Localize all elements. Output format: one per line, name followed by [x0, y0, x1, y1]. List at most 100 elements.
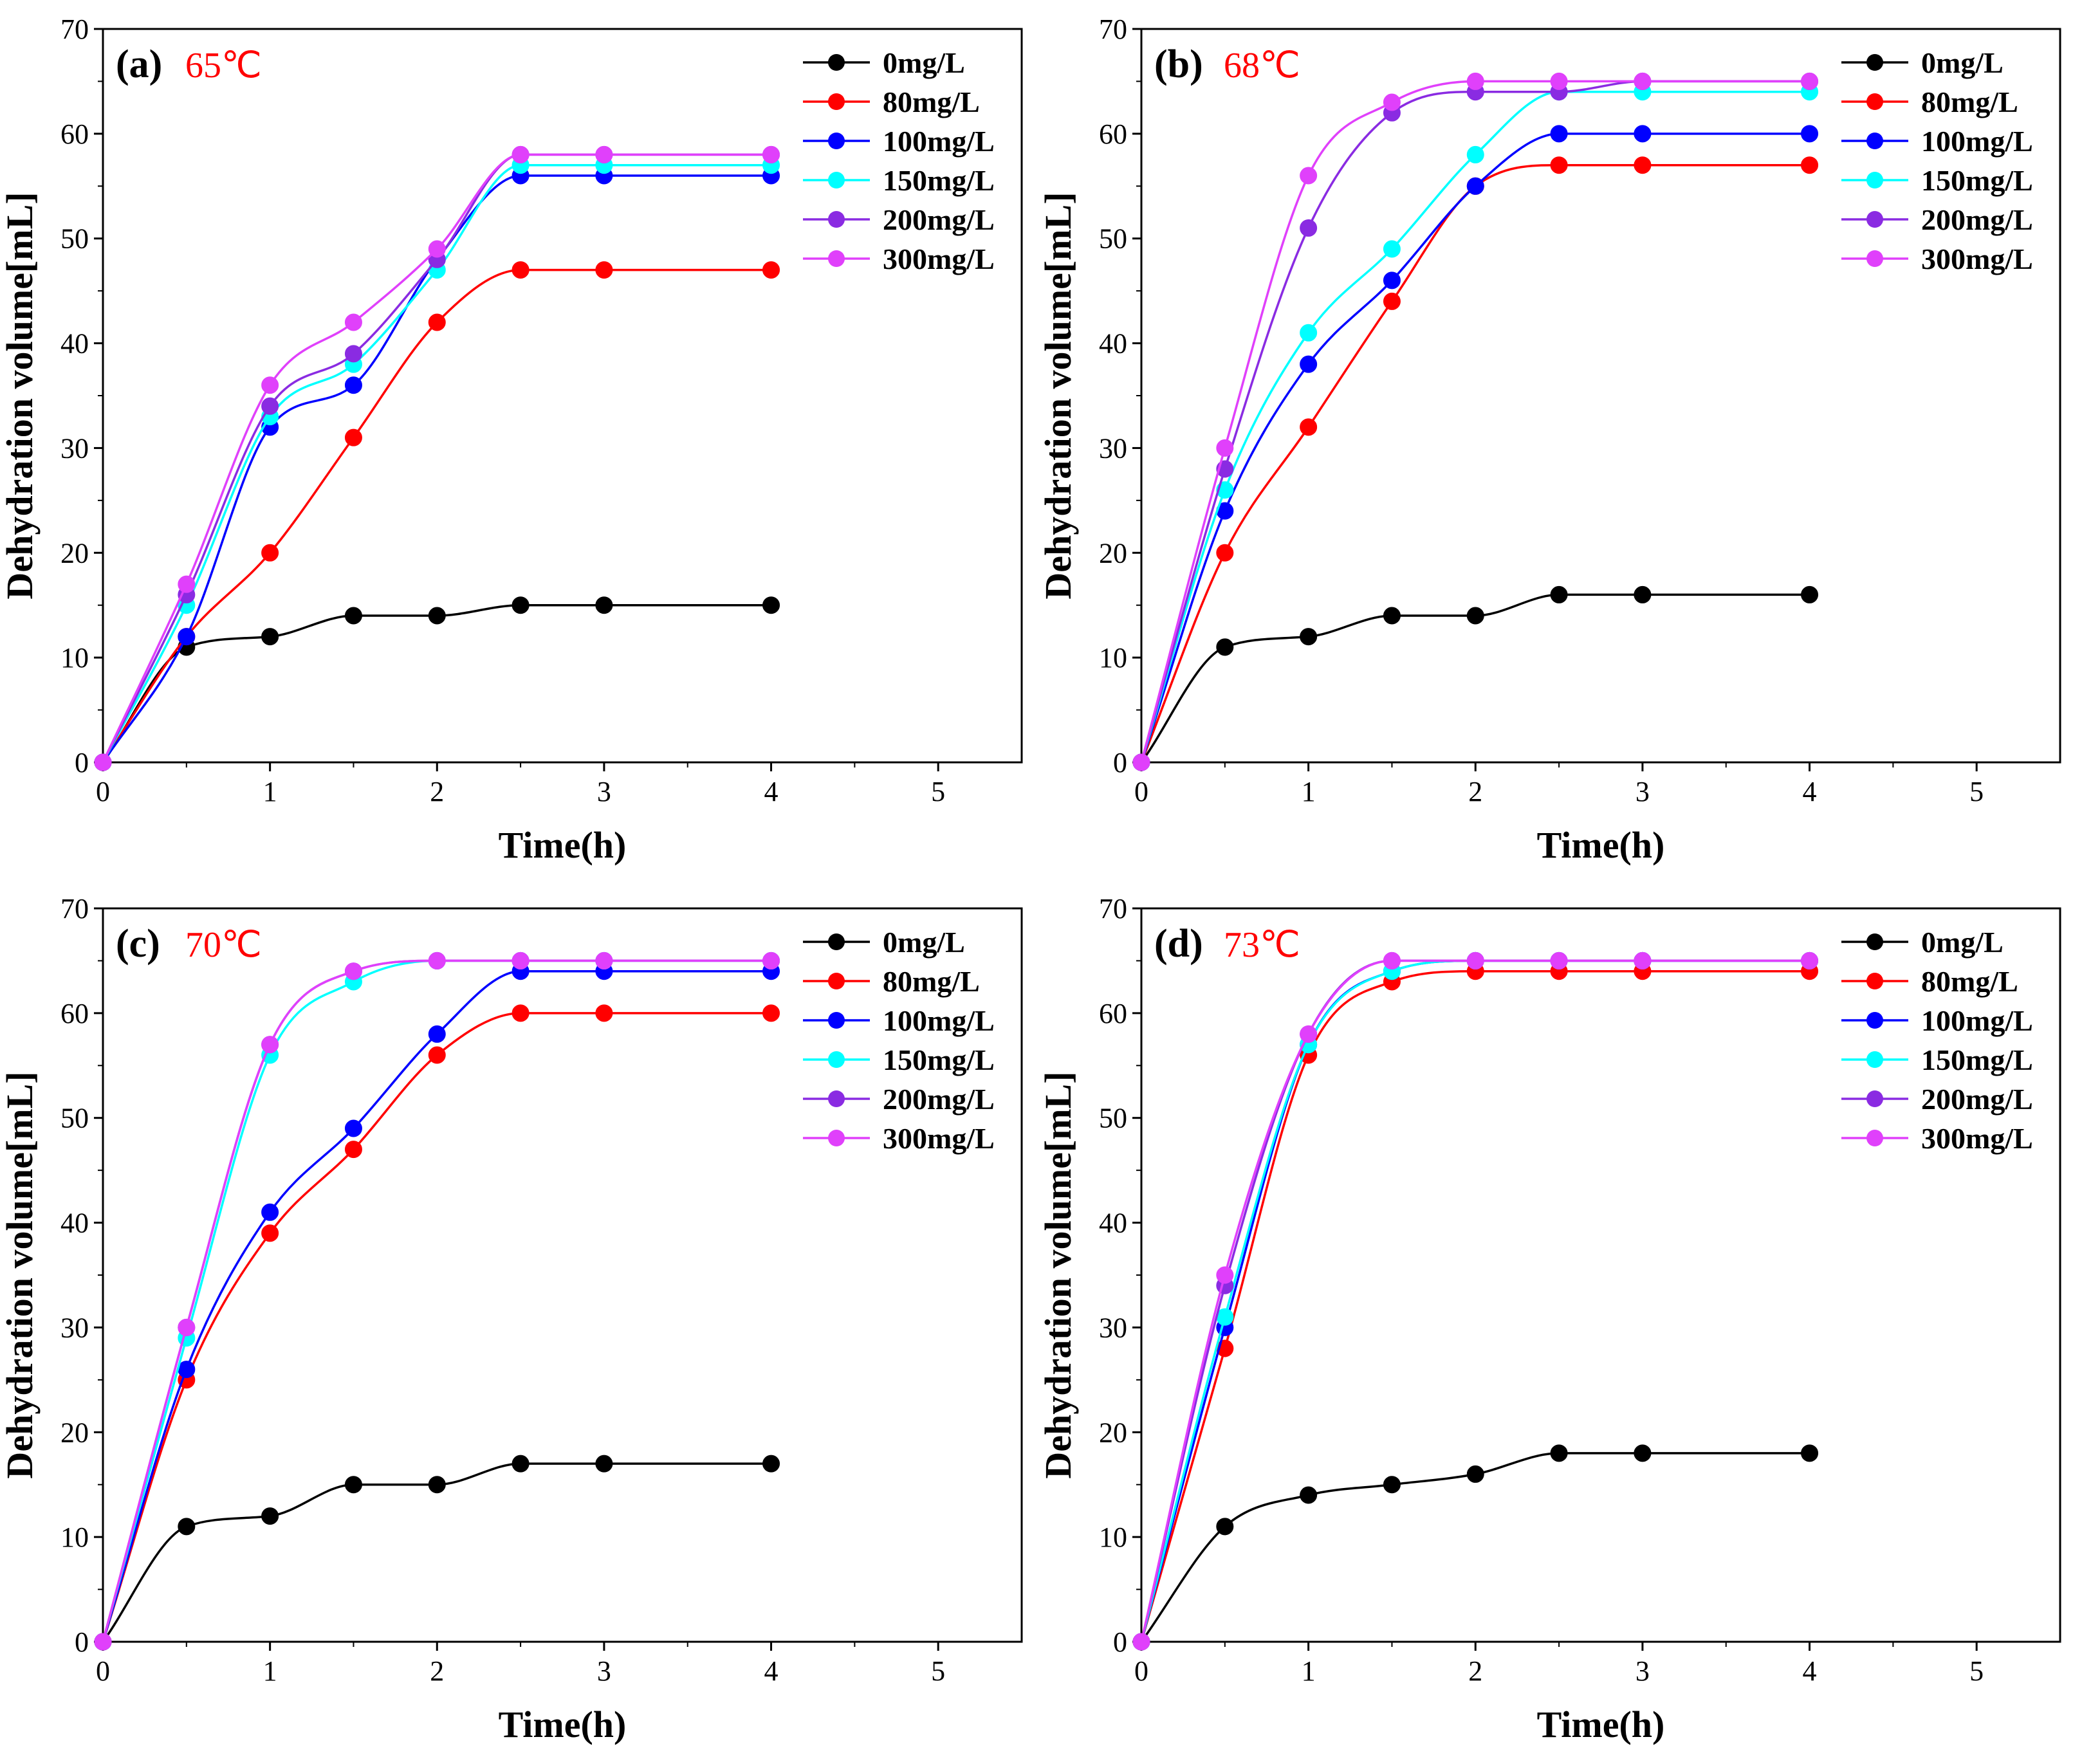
legend-item: 80mg/L [803, 965, 980, 998]
legend-label: 0mg/L [883, 926, 965, 959]
data-point [428, 240, 446, 258]
data-point [428, 1476, 446, 1494]
legend-label: 200mg/L [883, 1083, 995, 1116]
y-tick-label: 10 [60, 642, 89, 674]
legend-item: 100mg/L [1841, 125, 2033, 158]
panel-label: (d) [1154, 922, 1203, 966]
x-tick-label: 5 [931, 776, 945, 807]
legend-marker [1866, 1051, 1883, 1068]
data-point [595, 951, 613, 969]
legend-item: 100mg/L [1841, 1004, 2033, 1037]
data-point [344, 376, 362, 394]
x-tick-label: 0 [1134, 776, 1148, 807]
data-point [1550, 585, 1568, 603]
data-point [1383, 93, 1401, 111]
legend-label: 100mg/L [883, 1004, 995, 1037]
legend-label: 150mg/L [1921, 164, 2033, 197]
legend-label: 300mg/L [883, 243, 995, 275]
series-100mg/L [1132, 125, 1819, 771]
data-point [762, 1004, 780, 1022]
data-point [178, 1318, 196, 1336]
y-tick-label: 30 [60, 1312, 89, 1343]
y-tick-label: 20 [1099, 537, 1127, 569]
data-point [1383, 607, 1401, 625]
y-tick-label: 40 [60, 328, 89, 360]
y-tick-label: 0 [75, 1626, 89, 1658]
y-tick-label: 10 [1099, 1521, 1127, 1553]
y-tick-label: 60 [1099, 998, 1127, 1029]
y-tick-label: 30 [1099, 1312, 1127, 1343]
data-point [1300, 628, 1318, 646]
data-point [344, 345, 362, 363]
data-point [94, 753, 112, 771]
data-point [1801, 951, 1819, 969]
series-300mg/L [94, 951, 780, 1651]
data-point [1634, 951, 1652, 969]
y-axis-title: Dehydration volume[mL] [0, 192, 41, 599]
legend-item: 300mg/L [1841, 1122, 2033, 1155]
data-point [1550, 1444, 1568, 1462]
chart-panel-3: 0 1 2 3 4 5010203040506070Time(h)Dehydration … [1037, 893, 2061, 1745]
y-tick-label: 20 [1099, 1417, 1127, 1448]
series-line [1140, 163, 1810, 763]
panel-temperature: 68℃ [1224, 46, 1300, 86]
legend-marker [1866, 1012, 1883, 1029]
data-point [1216, 1266, 1234, 1284]
data-point [428, 607, 446, 625]
series-150mg/L [1132, 951, 1819, 1651]
panel-temperature: 73℃ [1224, 925, 1300, 965]
x-tick-label: 5 [1969, 776, 1984, 807]
data-point [1216, 638, 1234, 656]
legend-label: 100mg/L [883, 125, 995, 158]
data-point [94, 1633, 112, 1651]
y-tick-label: 60 [1099, 118, 1127, 150]
x-tick-label: 2 [1468, 1655, 1482, 1687]
legend-label: 80mg/L [883, 86, 980, 118]
data-point [261, 376, 279, 394]
data-point [1300, 355, 1318, 373]
data-point [511, 596, 530, 614]
y-tick-label: 60 [60, 998, 89, 1029]
data-point [1466, 72, 1484, 90]
panel-label: (c) [116, 922, 160, 966]
legend: 0mg/L 80mg/L 100mg/L 150mg/L 200mg/L 300mg/L [1841, 46, 2033, 275]
data-point [1550, 951, 1568, 969]
legend-label: 80mg/L [1921, 86, 2018, 118]
data-point [1634, 1444, 1652, 1462]
data-point [178, 1361, 196, 1379]
data-point [261, 1224, 279, 1242]
legend-item: 0mg/L [803, 926, 965, 959]
data-point [1216, 1518, 1234, 1536]
series-line [102, 969, 771, 1642]
series-0mg/L [94, 1455, 780, 1651]
data-point [595, 1455, 613, 1473]
x-axis-title: Time(h) [499, 1704, 627, 1745]
data-point [1801, 125, 1819, 143]
legend-item: 0mg/L [1841, 46, 2004, 79]
data-point [511, 1455, 530, 1473]
legend-item: 200mg/L [803, 1083, 995, 1116]
data-point [1466, 177, 1484, 195]
y-tick-label: 50 [1099, 1103, 1127, 1134]
legend-marker [1866, 172, 1883, 188]
data-point [1801, 585, 1819, 603]
data-point [1216, 544, 1234, 562]
legend-item: 200mg/L [1841, 203, 2033, 236]
y-tick-label: 70 [1099, 14, 1127, 45]
data-point [1383, 1476, 1401, 1494]
legend-label: 0mg/L [1921, 46, 2004, 79]
data-point [762, 596, 780, 614]
series-0mg/L [1132, 1444, 1819, 1651]
legend: 0mg/L 80mg/L 100mg/L 150mg/L 200mg/L 300mg/L [803, 926, 995, 1155]
data-point [1550, 125, 1568, 143]
data-point [511, 1004, 530, 1022]
panel-label: (b) [1154, 42, 1203, 86]
data-point [762, 951, 780, 969]
chart-panel-1: 0 1 2 3 4 5010203040506070Time(h)Dehydration … [1037, 14, 2061, 866]
legend-marker [1866, 933, 1883, 950]
legend-item: 150mg/L [1841, 1043, 2033, 1076]
y-tick-label: 20 [60, 537, 89, 569]
data-point [261, 628, 279, 646]
y-tick-label: 10 [60, 1521, 89, 1553]
series-80mg/L [94, 1004, 780, 1651]
